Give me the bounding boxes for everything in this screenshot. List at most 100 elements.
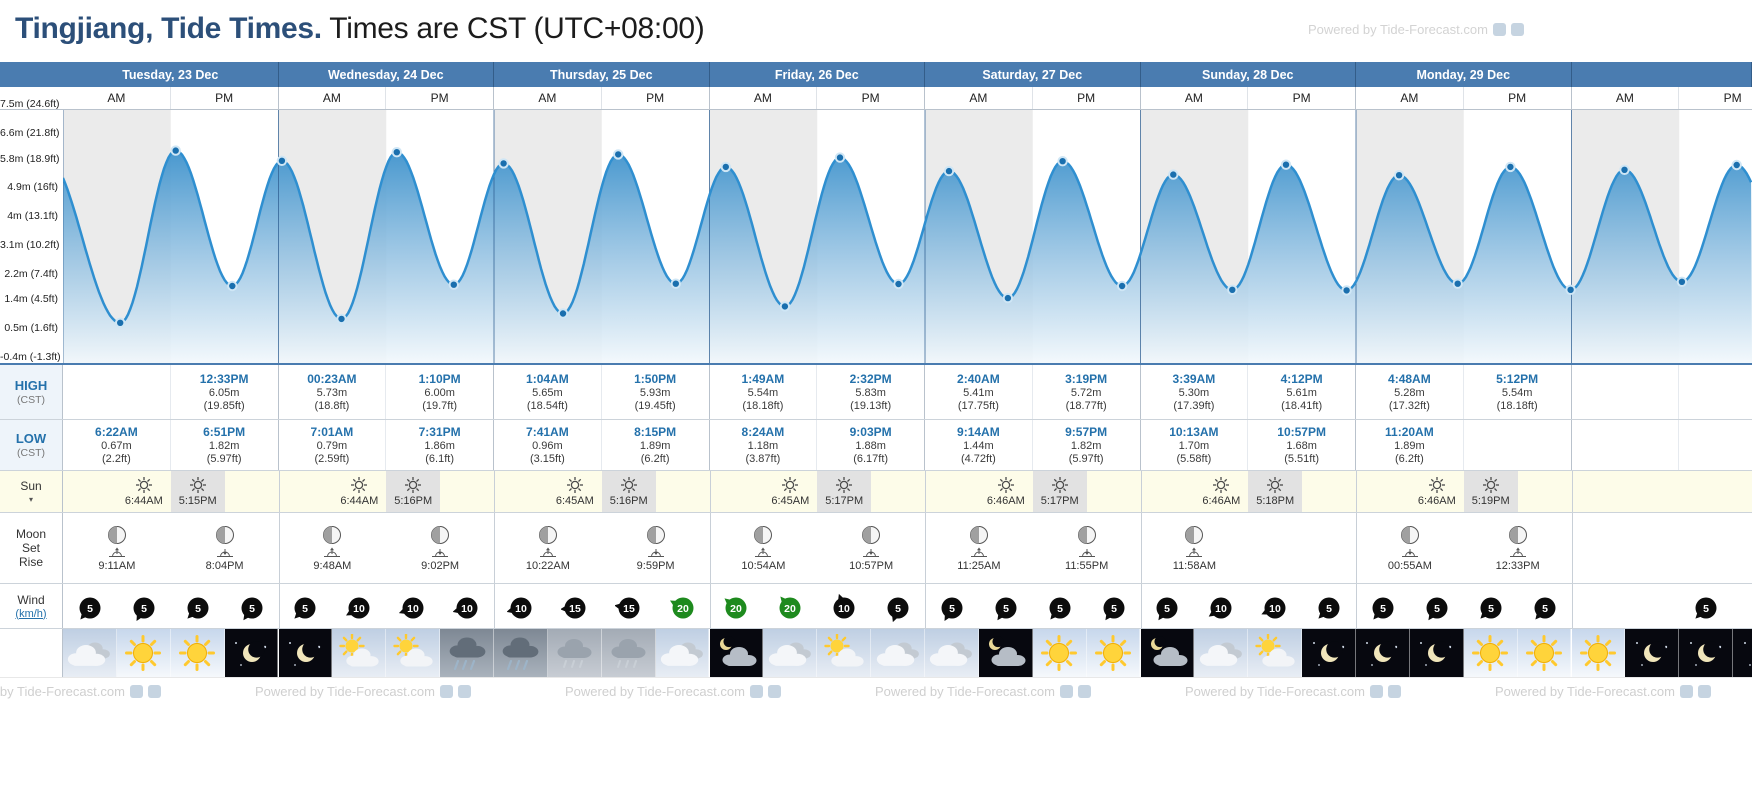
high-tide-height-ft: (18.41ft) <box>1281 399 1323 412</box>
sunset-time: 5:17PM <box>825 495 864 507</box>
high-tide-cell: 3:19PM 5.72m (18.77ft) <box>1033 365 1141 419</box>
day-header-cell[interactable]: Friday, 26 Dec <box>710 62 925 87</box>
sunrise-icon <box>351 477 368 493</box>
weather-tile <box>494 629 548 678</box>
wind-speed-badge: 20 <box>722 592 750 622</box>
low-tide-height-ft: (2.2ft) <box>102 452 131 465</box>
sun-label: Sun <box>20 479 42 493</box>
high-tide-height-m: 5.72m <box>1070 386 1102 399</box>
sunset-icon <box>1051 477 1068 493</box>
wind-speed-badge: 15 <box>559 592 589 622</box>
weather-cloudy-day-icon <box>930 642 973 666</box>
wind-direction-arrow: 5 <box>133 597 155 621</box>
sunset-cell: 5:16PM <box>386 471 441 512</box>
svg-text:5: 5 <box>302 603 308 615</box>
moon-set-cell: 00:55AM <box>1356 513 1464 583</box>
low-tide-height-m: 1.82m <box>208 439 240 452</box>
high-tide-height-m: 5.28m <box>1394 386 1425 399</box>
low-tide-height-ft: (3.87ft) <box>745 452 781 465</box>
sunset-time: 5:19PM <box>1471 495 1510 507</box>
y-axis-label: 7.5m (24.6ft) <box>0 99 60 111</box>
weather-clear-night-icon <box>288 640 321 666</box>
ampm-am-label: AM <box>279 87 387 109</box>
moon-set-time: 00:55AM <box>1387 559 1432 572</box>
social-icon <box>129 685 143 698</box>
weather-sunny-icon <box>1472 634 1509 671</box>
high-tide-height-ft: (17.32ft) <box>1388 399 1430 412</box>
day-separator <box>709 513 711 583</box>
weather-tile <box>116 629 171 678</box>
day-header-cell[interactable]: Saturday, 27 Dec <box>925 62 1141 87</box>
ampm-pm-label: PM <box>1033 87 1141 109</box>
low-tide-height-m: 1.86m <box>424 439 455 452</box>
ampm-header-row: AM PM AM PM AM PM AM PM AM PM AM PM AM PM AM PM <box>0 87 1752 110</box>
powered-by-text: Powered by Tide-Forecast.com <box>875 684 1055 699</box>
wind-unit-link[interactable]: (km/h) <box>15 607 47 620</box>
svg-text:5: 5 <box>1164 603 1170 615</box>
sunrise-icon <box>782 477 799 493</box>
sunrise-icon <box>566 477 583 493</box>
day-separator <box>278 584 280 628</box>
day-header-cell[interactable] <box>1572 62 1752 87</box>
high-tide-height-ft: (18.8ft) <box>314 399 350 412</box>
day-header-cell[interactable]: Sunday, 28 Dec <box>1141 62 1356 87</box>
day-separator <box>1140 584 1142 628</box>
wind-speed-badge: 5 <box>1315 592 1343 622</box>
high-tide-height-ft: (19.13ft) <box>850 399 892 412</box>
weather-tile <box>170 629 225 678</box>
wind-direction-arrow: 5 <box>1318 597 1340 619</box>
wind-speed-badge: 10 <box>399 592 427 622</box>
moon-row: Moon Set Rise 9:11AM 8:04PM 9:48AM 9:02PM 10… <box>0 512 1752 583</box>
moon-rise-time: 11:25AM <box>957 559 1001 572</box>
wind-direction-arrow: 5 <box>995 597 1017 621</box>
day-header-cell[interactable]: Wednesday, 24 Dec <box>279 62 494 87</box>
day-header-cell[interactable]: Monday, 29 Dec <box>1356 62 1572 87</box>
high-tide-time: 1:04AM <box>526 371 569 386</box>
wind-speed-badge: 10 <box>345 592 373 622</box>
weather-clear-night-icon <box>1312 640 1344 666</box>
weather-sunny-icon <box>179 634 216 671</box>
svg-text:5: 5 <box>1057 603 1063 615</box>
sunset-cell: 5:17PM <box>1032 471 1087 512</box>
wind-direction-arrow: 5 <box>241 597 263 621</box>
social-icon <box>1697 685 1711 698</box>
high-tide-height-ft: (17.39ft) <box>1173 399 1215 412</box>
weather-rain-icon <box>449 637 485 670</box>
svg-text:10: 10 <box>353 603 365 615</box>
svg-text:5: 5 <box>195 603 201 615</box>
weather-clear-night-icon <box>1635 640 1668 666</box>
weather-tile <box>1032 629 1087 678</box>
day-separator <box>709 471 711 512</box>
svg-text:20: 20 <box>784 603 796 615</box>
sunset-cell: 5:18PM <box>1248 471 1303 512</box>
day-header-cell[interactable]: Tuesday, 23 Dec <box>63 62 279 87</box>
high-tide-height-m: 6.00m <box>424 386 455 399</box>
moon-set-time: 10:57PM <box>849 559 894 572</box>
high-tide-time: 12:33PM <box>199 371 249 386</box>
low-row-label: LOW (CST) <box>0 420 63 470</box>
low-tide-cell: 8:15PM 1.89m (6.2ft) <box>602 420 710 470</box>
moon-rise-cell: 9:11AM <box>63 513 171 583</box>
moon-set-cell: 11:55PM <box>1033 513 1141 583</box>
low-tide-height-ft: (6.1ft) <box>425 452 454 465</box>
high-tide-height-ft: (18.77ft) <box>1065 399 1107 412</box>
moon-rise-cell: 11:25AM <box>925 513 1033 583</box>
weather-tile <box>278 629 333 678</box>
weather-clear-night-icon <box>1420 640 1452 666</box>
high-tide-time: 2:40AM <box>957 371 1000 386</box>
weather-tile <box>655 629 710 678</box>
wind-speed-badge: 5 <box>1369 592 1397 622</box>
sunrise-cell: 6:45AM <box>548 471 602 512</box>
y-axis-label: 4m (13.1ft) <box>7 210 58 223</box>
sunrise-time: 6:46AM <box>1417 495 1456 507</box>
low-tide-cell <box>1679 420 1752 470</box>
high-tide-time: 3:19PM <box>1065 371 1108 386</box>
high-tide-cell: 12:33PM 6.05m (19.85ft) <box>171 365 279 419</box>
high-tide-cell <box>1679 365 1752 419</box>
wind-direction-arrow: 5 <box>79 597 101 620</box>
ampm-am-label: AM <box>1141 87 1249 109</box>
moonrise-icon <box>539 547 556 557</box>
sun-row-expand-caret[interactable]: ▾ <box>28 495 33 504</box>
moon-phase-icon <box>1508 525 1527 544</box>
day-header-cell[interactable]: Thursday, 25 Dec <box>494 62 710 87</box>
